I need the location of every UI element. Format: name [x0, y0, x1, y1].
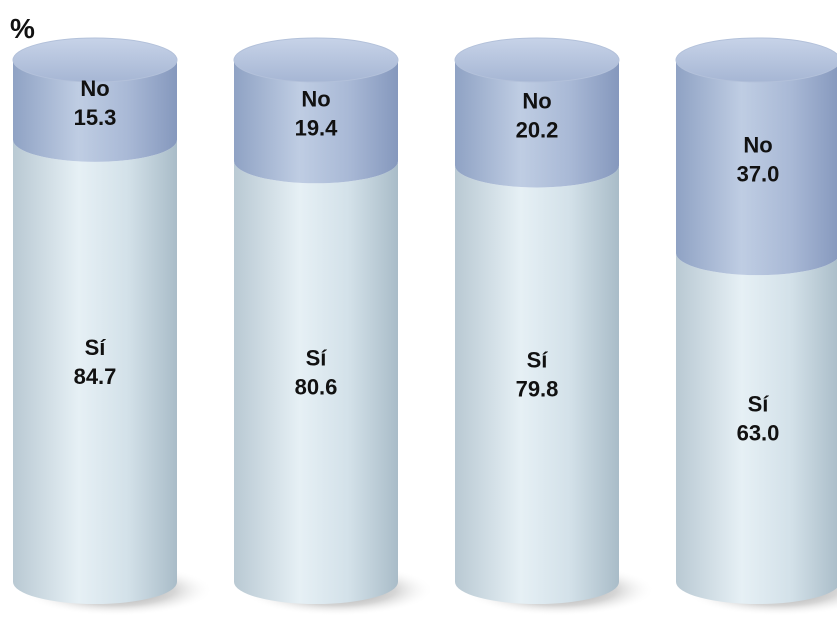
label-no-3: No 20.2: [516, 89, 559, 143]
label-no-1: No 15.3: [74, 76, 117, 130]
cylinder-group: No 15.3 Sí 84.7 No 19.4 Sí 80.6 No 20.2 Sí 79.8 No 37…: [12, 37, 837, 616]
bar-si-4: [676, 253, 837, 604]
label-no-4: No 37.0: [737, 133, 780, 187]
bar-no-1: [13, 60, 177, 162]
bar-no-4: [676, 60, 837, 276]
label-si-4: Sí 63.0: [737, 392, 780, 446]
label-si-2: Sí 80.6: [295, 346, 338, 400]
bar-no-3: [455, 60, 619, 188]
bar-si-2: [234, 161, 398, 604]
label-si-1: Sí 84.7: [74, 335, 117, 389]
cylinder-cap-3: [454, 37, 620, 83]
label-si-3: Sí 79.8: [516, 348, 559, 402]
cylinder-cap-1: [12, 37, 178, 83]
unit-label: %: [10, 13, 35, 44]
cylinder-cap-4: [675, 37, 837, 83]
label-no-2: No 19.4: [295, 87, 339, 141]
bar-si-1: [13, 139, 177, 604]
bar-no-2: [234, 60, 398, 184]
cylinder-cap-2: [233, 37, 399, 83]
bar-si-3: [455, 165, 619, 604]
